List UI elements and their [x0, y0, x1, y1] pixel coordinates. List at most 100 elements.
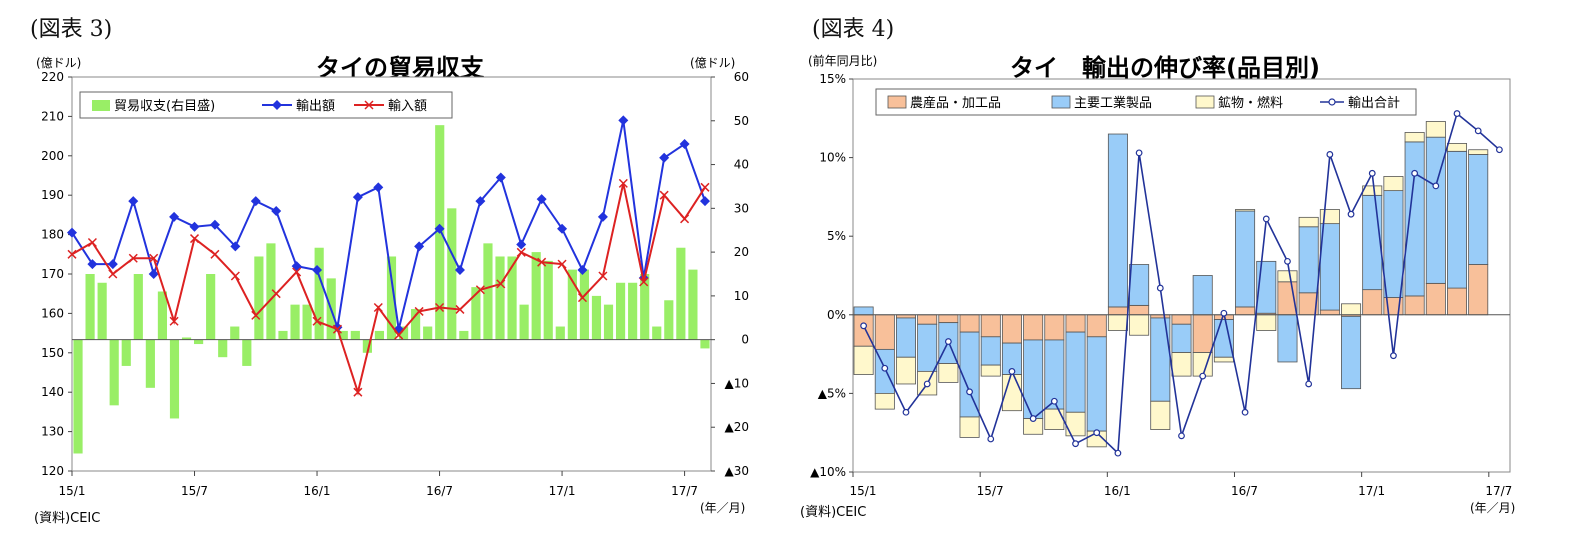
export-point — [700, 196, 710, 207]
x-tick-label: 17/7 — [1485, 484, 1512, 498]
export-point — [230, 241, 241, 252]
right-tick-label: 60 — [734, 70, 749, 84]
stack-segment — [1404, 132, 1425, 143]
balance-bar — [266, 243, 276, 340]
balance-bar — [579, 269, 589, 340]
left-tick-label: 190 — [41, 188, 64, 202]
y-ticks: ▲10% ▲5% 0% 5% 10% 15% — [810, 72, 846, 479]
x-tick-label: 16/7 — [1231, 484, 1258, 498]
stack-segment — [1023, 314, 1044, 341]
stack-segment — [1171, 323, 1192, 353]
balance-bar — [338, 330, 348, 340]
import-point — [271, 289, 281, 299]
total-point — [860, 322, 867, 330]
stack-segment — [959, 416, 980, 438]
stack-segment — [1107, 133, 1128, 308]
balance-bar — [157, 291, 168, 340]
total-point — [1432, 182, 1440, 190]
export-point — [312, 265, 323, 276]
stacked-bars — [853, 121, 1489, 448]
export-point — [189, 221, 200, 232]
stack-segment — [1192, 275, 1213, 316]
right-tick-label: 20 — [734, 245, 749, 259]
left-tick-label: 200 — [41, 149, 64, 163]
total-point — [1411, 169, 1419, 177]
balance-bar — [302, 304, 312, 340]
total-point — [1050, 397, 1058, 405]
import-point — [475, 285, 485, 295]
right-tick-label: ▲30 — [725, 464, 750, 478]
stack-segment — [1468, 264, 1489, 316]
balance-bar — [181, 337, 192, 340]
balance-bar — [278, 330, 288, 340]
total-point — [1241, 408, 1249, 416]
total-point — [881, 364, 889, 372]
x-tick-label: 17/1 — [1358, 484, 1385, 498]
x-axis-unit: (年／月) — [1470, 501, 1515, 515]
stack-segment — [1468, 154, 1489, 265]
export-point — [128, 196, 139, 207]
import-point — [128, 253, 138, 263]
trade-balance-bars — [73, 125, 710, 454]
y-tick-label: 10% — [819, 151, 846, 165]
balance-bar — [507, 256, 517, 340]
line-series — [67, 115, 710, 397]
total-point — [1305, 380, 1313, 388]
total-point — [1390, 352, 1397, 360]
total-point — [1114, 449, 1122, 457]
import-point — [169, 316, 179, 326]
total-point — [1199, 372, 1207, 380]
balance-bar — [555, 326, 565, 340]
stack-segment — [1404, 141, 1425, 297]
total-point — [1453, 110, 1461, 117]
export-point — [67, 227, 77, 238]
import-point — [312, 316, 322, 326]
x-tick-label: 16/7 — [426, 484, 453, 498]
import-point — [87, 237, 97, 248]
left-tick-label: 140 — [41, 385, 64, 399]
export-point — [434, 223, 445, 234]
legend-label: 輸出額 — [296, 99, 335, 114]
export-point — [475, 196, 486, 207]
balance-bar — [471, 287, 481, 340]
total-point — [923, 380, 931, 388]
balance-bar — [386, 256, 397, 340]
stack-segment — [1235, 306, 1256, 316]
import-point — [659, 190, 669, 200]
y-tick-label: ▲5% — [818, 386, 846, 400]
balance-bar — [411, 309, 421, 340]
import-point — [394, 330, 404, 340]
balance-bar — [615, 282, 626, 340]
stack-segment — [917, 314, 938, 325]
stack-segment — [1277, 314, 1298, 363]
import-point — [67, 249, 77, 259]
import-point — [353, 387, 363, 397]
stack-segment — [1383, 190, 1404, 298]
stack-segment — [980, 314, 1001, 338]
total-point — [1326, 151, 1334, 158]
import-point — [557, 259, 567, 269]
legend: 農産品・加工品 主要工業製品 鉱物・燃料 輸出合計 — [875, 88, 1417, 116]
balance-bar — [97, 282, 107, 340]
y-tick-label: 15% — [819, 72, 846, 86]
balance-bar — [652, 326, 662, 340]
balance-bar — [242, 339, 252, 366]
balance-bar — [218, 339, 228, 358]
balance-bar — [423, 326, 433, 340]
import-point — [455, 304, 465, 314]
total-point — [1474, 127, 1482, 135]
total-point — [902, 408, 910, 416]
balance-bar — [398, 326, 409, 340]
total-point — [1262, 215, 1270, 223]
stack-segment — [895, 317, 916, 358]
stack-segment — [1171, 314, 1192, 325]
export-point — [557, 223, 568, 234]
stack-segment — [1319, 309, 1340, 316]
balance-bar — [194, 339, 204, 345]
export-point — [87, 259, 98, 270]
total-point — [1156, 284, 1164, 292]
right-tick-label: 30 — [734, 201, 749, 215]
total-point — [1284, 257, 1291, 265]
export-point — [516, 239, 527, 250]
balance-bar — [350, 330, 360, 340]
